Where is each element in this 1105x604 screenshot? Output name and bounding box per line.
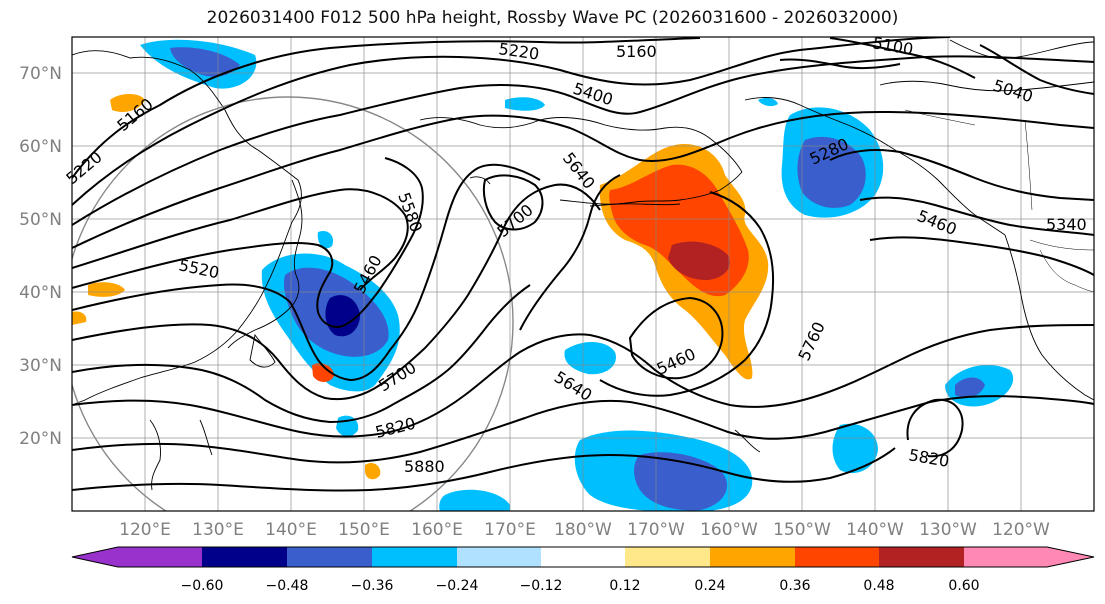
lat-label: 40°N xyxy=(19,283,62,303)
colorbar-tick: −0.24 xyxy=(436,578,479,594)
colorbar-tick: 0.36 xyxy=(779,578,810,594)
anomaly-blob-small xyxy=(317,230,334,249)
contour-label: 5460 xyxy=(654,344,699,378)
lat-label: 60°N xyxy=(19,137,62,157)
colorbar-tick: 0.48 xyxy=(863,578,894,594)
lon-label: 120°E xyxy=(119,520,171,540)
longitude-labels: 120°E 130°E 140°E 150°E 160°E 170°E 180°… xyxy=(119,520,1050,540)
contour-label: 5520 xyxy=(177,255,221,282)
colorbar-segment xyxy=(457,547,541,567)
colorbar-segment xyxy=(795,547,879,567)
lon-label: 180°W xyxy=(554,520,612,540)
anomaly-blob-sw xyxy=(439,489,510,511)
anomaly-blob-kamchatka xyxy=(170,47,240,77)
lon-label: 150°E xyxy=(338,520,390,540)
colorbar-tick: 0.24 xyxy=(694,578,725,594)
colorbar-segment xyxy=(202,547,287,567)
colorbar-tick: −0.60 xyxy=(181,578,224,594)
colorbar-segment xyxy=(287,547,372,567)
anomaly-blob-small-positive xyxy=(72,311,87,325)
anomaly-blob-east xyxy=(955,377,985,398)
contour-label: 5040 xyxy=(991,76,1036,107)
colorbar-segment xyxy=(964,547,1094,567)
colorbar-segment xyxy=(72,547,202,567)
colorbar-segment xyxy=(879,547,964,567)
highlight-circle xyxy=(72,96,514,511)
coastlines xyxy=(72,39,1094,491)
colorbar-segment xyxy=(541,547,625,567)
latitude-labels: 70°N 60°N 50°N 40°N 30°N 20°N xyxy=(19,64,62,449)
colorbar-segment xyxy=(625,547,710,567)
height-contours xyxy=(72,37,1094,492)
colorbar-tick: −0.12 xyxy=(520,578,563,594)
anomaly-blob-mid xyxy=(505,97,545,111)
anomaly-shading xyxy=(72,39,1014,511)
colorbar-tick: 0.12 xyxy=(609,578,640,594)
lat-label: 30°N xyxy=(19,356,62,376)
contour-label: 5640 xyxy=(559,149,599,193)
lat-label: 50°N xyxy=(19,210,62,230)
lon-label: 170°W xyxy=(627,520,685,540)
contour-label: 5760 xyxy=(794,319,828,364)
colorbar-tick: −0.48 xyxy=(266,578,309,594)
map-frame xyxy=(71,36,1095,512)
contour-label: 5580 xyxy=(394,190,426,235)
anomaly-blob-mid xyxy=(564,342,616,375)
lon-label: 170°E xyxy=(484,520,536,540)
lon-label: 140°W xyxy=(846,520,904,540)
colorbar-tick: 0.60 xyxy=(948,578,979,594)
lon-label: 160°W xyxy=(700,520,758,540)
contour-label: 5820 xyxy=(907,445,950,471)
colorbar-segment xyxy=(710,547,795,567)
lat-label: 20°N xyxy=(19,429,62,449)
lon-label: 130°W xyxy=(919,520,977,540)
lon-label: 160°E xyxy=(411,520,463,540)
colorbar-segment xyxy=(372,547,457,567)
contour-label: 5340 xyxy=(1046,215,1087,234)
anomaly-blob-small-positive xyxy=(312,363,334,382)
colorbar-outline xyxy=(71,546,1095,568)
country-borders xyxy=(904,109,1094,293)
anomaly-blob-mid xyxy=(758,97,778,107)
anomaly-blob-small-positive xyxy=(88,282,125,297)
lon-label: 140°E xyxy=(265,520,317,540)
colorbar-tick: −0.36 xyxy=(351,578,394,594)
lon-label: 120°W xyxy=(992,520,1050,540)
anomaly-blob-pacific-positive xyxy=(668,241,730,280)
map-title: 2026031400 F012 500 hPa height, Rossby W… xyxy=(206,8,899,28)
contour-label: 5160 xyxy=(616,42,657,61)
contour-label: 5700 xyxy=(493,200,536,241)
lon-label: 130°E xyxy=(192,520,244,540)
anomaly-blob-small-positive xyxy=(365,463,381,480)
graticule xyxy=(72,37,1094,511)
anomaly-blob-small-positive xyxy=(110,94,145,112)
colorbar: −0.60 −0.48 −0.36 −0.24 −0.12 0.12 0.24 … xyxy=(71,546,1095,594)
anomaly-blob-alaska xyxy=(797,136,866,208)
anomaly-blob-east xyxy=(832,423,878,474)
lon-label: 150°W xyxy=(773,520,831,540)
lat-label: 70°N xyxy=(19,64,62,84)
contour-label: 5880 xyxy=(404,457,445,476)
